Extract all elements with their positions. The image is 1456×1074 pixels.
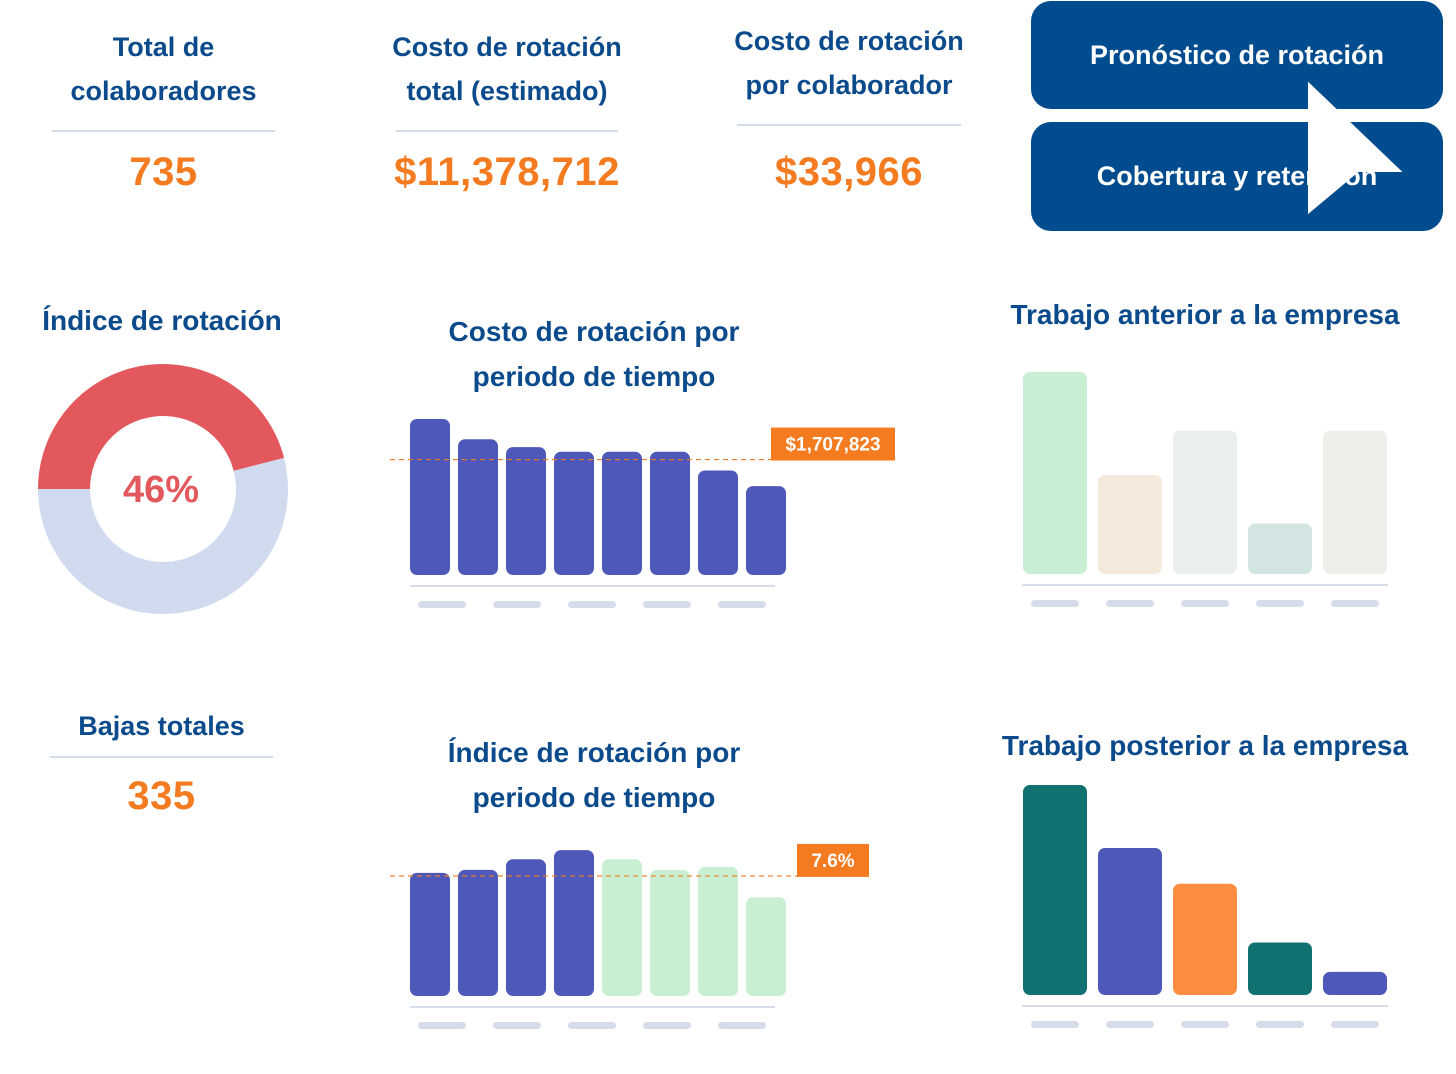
x-tick-placeholder	[568, 1022, 616, 1029]
x-tick-placeholder	[1031, 600, 1079, 607]
trabajo-posterior-title: Trabajo posterior a la empresa	[1001, 730, 1409, 761]
kpi-value: 335	[127, 774, 196, 818]
bar	[458, 439, 498, 575]
kpi-bajas-totales: Bajas totales 335	[50, 704, 273, 819]
donut-slice-rotacion	[38, 364, 285, 489]
bar	[698, 470, 738, 575]
bar	[1023, 372, 1087, 574]
bar	[1248, 523, 1312, 574]
bar	[602, 451, 642, 575]
x-tick-placeholder	[1331, 1021, 1379, 1028]
kpi-title: Costo de rotación total (estimado)	[392, 32, 622, 106]
bar	[602, 859, 642, 996]
bar	[1173, 430, 1237, 574]
x-tick-placeholder	[493, 1022, 541, 1029]
bar	[1098, 475, 1162, 574]
pronostico-rotacion-button[interactable]: Pronóstico de rotación	[1031, 1, 1443, 109]
indice-rotacion-title: Índice de rotación	[42, 305, 282, 336]
kpi-divider	[52, 130, 275, 132]
x-axis-line	[410, 1006, 775, 1008]
x-tick-placeholder	[643, 601, 691, 608]
trabajo-anterior-chart	[1022, 372, 1388, 607]
bar	[1323, 971, 1387, 995]
bar	[410, 872, 450, 996]
reference-label-text: 7.6%	[811, 851, 854, 872]
kpi-total-colaboradores: Total de colaboradores 735	[52, 25, 275, 195]
reference-label: 7.6%	[797, 843, 869, 877]
indice-periodo-title: Índice de rotación por periodo de tiempo	[447, 737, 741, 813]
bar	[650, 869, 690, 996]
kpi-divider	[50, 756, 273, 758]
kpi-title: Bajas totales	[78, 711, 245, 741]
x-tick-placeholder	[643, 1022, 691, 1029]
x-tick-placeholder	[418, 601, 466, 608]
kpi-value: $11,378,712	[394, 150, 620, 194]
bar	[746, 897, 786, 996]
kpi-title: Total de colaboradores	[70, 32, 257, 106]
pronostico-rotacion-label: Pronóstico de rotación	[1089, 39, 1385, 70]
bar	[458, 869, 498, 996]
costo-periodo-title: Costo de rotación por periodo de tiempo	[448, 316, 740, 392]
bar	[1323, 430, 1387, 574]
bar	[554, 451, 594, 575]
trabajo-anterior-title: Trabajo anterior a la empresa	[1010, 299, 1400, 330]
x-tick-placeholder	[1031, 1021, 1079, 1028]
x-tick-placeholder	[718, 601, 766, 608]
bar	[554, 850, 594, 996]
bar	[506, 447, 546, 575]
bar	[410, 419, 450, 575]
kpi-title: Costo de rotación por colaborador	[734, 26, 964, 100]
x-axis-line	[410, 585, 775, 587]
donut-center-label: 46%	[123, 469, 199, 511]
reference-label: $1,707,823	[771, 427, 895, 461]
kpi-value: 735	[129, 150, 198, 194]
x-tick-placeholder	[1181, 600, 1229, 607]
bar	[1023, 785, 1087, 995]
costo-periodo-chart: $1,707,823	[390, 419, 895, 608]
x-tick-placeholder	[568, 601, 616, 608]
bar	[650, 451, 690, 575]
trabajo-posterior-chart	[1022, 785, 1388, 1028]
bar	[1248, 942, 1312, 995]
x-tick-placeholder	[418, 1022, 466, 1029]
arrow-cursor-icon	[1308, 81, 1403, 215]
kpi-costo-por-colaborador: Costo de rotación por colaborador $33,96…	[724, 19, 974, 195]
bar	[746, 486, 786, 575]
bar	[1173, 883, 1237, 995]
x-tick-placeholder	[1256, 1021, 1304, 1028]
x-tick-placeholder	[1331, 600, 1379, 607]
kpi-divider	[396, 130, 618, 132]
donut-slice-resto	[38, 457, 288, 614]
x-tick-placeholder	[1106, 600, 1154, 607]
reference-label-text: $1,707,823	[785, 435, 880, 456]
bar	[1098, 848, 1162, 995]
indice-periodo-chart: 7.6%	[390, 843, 869, 1029]
kpi-costo-rotacion-total: Costo de rotación total (estimado) $11,3…	[382, 25, 632, 195]
x-axis-line	[1022, 1005, 1388, 1007]
indice-rotacion-donut: 46%	[38, 364, 288, 614]
bar	[698, 866, 738, 996]
x-tick-placeholder	[1256, 600, 1304, 607]
x-tick-placeholder	[1181, 1021, 1229, 1028]
x-tick-placeholder	[718, 1022, 766, 1029]
kpi-value: $33,966	[774, 150, 924, 194]
x-axis-line	[1022, 584, 1388, 586]
x-tick-placeholder	[1106, 1021, 1154, 1028]
bar	[506, 859, 546, 996]
kpi-divider	[737, 124, 961, 126]
x-tick-placeholder	[493, 601, 541, 608]
